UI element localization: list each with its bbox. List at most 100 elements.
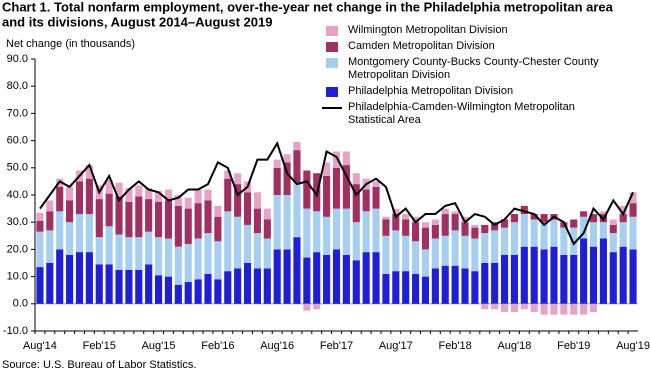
- legend-item: Philadelphia Metropolitan Division: [322, 85, 622, 98]
- bar-segment: [332, 249, 341, 304]
- bar-segment: [313, 303, 321, 310]
- bar-segment: [500, 254, 509, 304]
- chart-title: Chart 1. Total nonfarm employment, over-…: [2, 0, 614, 14]
- legend-label: Camden Metropolitan Division: [348, 40, 495, 52]
- bar-segment: [214, 279, 222, 304]
- bar-segment: [372, 208, 380, 253]
- bar-segment: [283, 154, 291, 163]
- bar-segment: [402, 271, 410, 304]
- bar-segment: [520, 205, 528, 215]
- bar-segment: [293, 182, 301, 238]
- bar-segment: [589, 246, 598, 304]
- bar-segment: [609, 252, 617, 304]
- x-tick-label: Aug'14: [23, 340, 57, 352]
- bar-segment: [629, 203, 637, 217]
- bar-segment: [510, 303, 518, 312]
- bar-segment: [599, 211, 607, 215]
- bar-segment: [402, 235, 410, 272]
- bar-segment: [36, 212, 44, 221]
- bar-segment: [412, 273, 420, 304]
- bar-segment: [194, 279, 202, 304]
- legend-swatch: [326, 87, 338, 97]
- bar-segment: [382, 273, 390, 304]
- bar-segment: [85, 214, 93, 253]
- bar-segment: [540, 249, 548, 304]
- bar-segment: [135, 196, 143, 238]
- bar-segment: [303, 303, 311, 311]
- bar-segment: [431, 219, 439, 225]
- bar-segment: [609, 233, 617, 253]
- chart-title: and its divisions, August 2014–August 20…: [2, 14, 272, 29]
- bar-segment: [500, 303, 509, 312]
- bar-segment: [105, 180, 113, 194]
- bar-segment: [402, 219, 410, 236]
- bar-segment: [204, 273, 212, 304]
- bar-segment: [125, 188, 133, 202]
- bar-segment: [313, 252, 321, 304]
- bar-segment: [619, 214, 627, 223]
- bar-segment: [609, 219, 617, 225]
- bar-segment: [224, 178, 232, 212]
- legend-item: Philadelphia-Camden-Wilmington Metropoli…: [322, 101, 622, 127]
- bar-segment: [412, 241, 420, 274]
- bar-segment: [412, 216, 420, 223]
- bar-segment: [441, 235, 449, 266]
- bar-segment: [224, 170, 232, 179]
- bar-segment: [461, 216, 469, 223]
- bar-segment: [451, 230, 459, 266]
- y-tick-label: -10.0: [3, 325, 28, 337]
- bar-segment: [491, 222, 499, 231]
- x-tick-label: Aug'18: [497, 340, 531, 352]
- bar-segment: [56, 186, 64, 212]
- bar-segment: [481, 233, 489, 263]
- bar-segment: [550, 303, 558, 315]
- bar-segment: [421, 222, 430, 228]
- bar-segment: [589, 303, 598, 312]
- legend-label: Philadelphia-Camden-Wilmington Metropoli…: [348, 101, 575, 126]
- bar-segment: [550, 246, 558, 304]
- bar-segment: [174, 284, 182, 304]
- bar-segment: [382, 219, 390, 236]
- bar-segment: [520, 246, 528, 304]
- bar-segment: [234, 216, 242, 269]
- bar-segment: [234, 184, 242, 217]
- bar-segment: [66, 186, 74, 201]
- bar-segment: [491, 263, 499, 304]
- bar-segment: [194, 203, 202, 239]
- bar-segment: [530, 219, 538, 247]
- bar-segment: [115, 182, 123, 197]
- legend-swatch: [322, 107, 342, 109]
- bar-segment: [46, 200, 54, 212]
- bar-segment: [36, 267, 44, 304]
- bar-segment: [471, 238, 479, 272]
- bar-segment: [619, 205, 627, 215]
- bar-segment: [342, 165, 350, 209]
- bar-segment: [560, 303, 568, 315]
- y-axis-label: Net change (in thousands): [6, 38, 135, 50]
- bar-segment: [530, 303, 538, 312]
- bar-segment: [332, 151, 341, 168]
- bar-segment: [461, 235, 469, 269]
- bar-segment: [155, 275, 163, 304]
- bar-segment: [145, 264, 153, 304]
- bar-segment: [352, 260, 360, 304]
- bar-segment: [510, 222, 518, 255]
- bar-segment: [164, 189, 173, 201]
- y-tick-label: 90.0: [7, 53, 28, 65]
- bar-segment: [224, 211, 232, 272]
- bar-segment: [155, 237, 163, 276]
- bar-segment: [85, 178, 93, 215]
- y-tick-label: 30.0: [7, 216, 28, 228]
- bar-segment: [263, 208, 271, 220]
- x-tick-label: Aug'16: [260, 340, 294, 352]
- bar-segment: [451, 211, 459, 215]
- bar-segment: [382, 235, 390, 274]
- bar-segment: [461, 222, 469, 236]
- bar-segment: [599, 238, 607, 304]
- bar-segment: [164, 276, 173, 304]
- bar-segment: [125, 201, 133, 238]
- bar-segment: [629, 249, 637, 304]
- bar-segment: [392, 208, 400, 215]
- bar-segment: [125, 269, 133, 304]
